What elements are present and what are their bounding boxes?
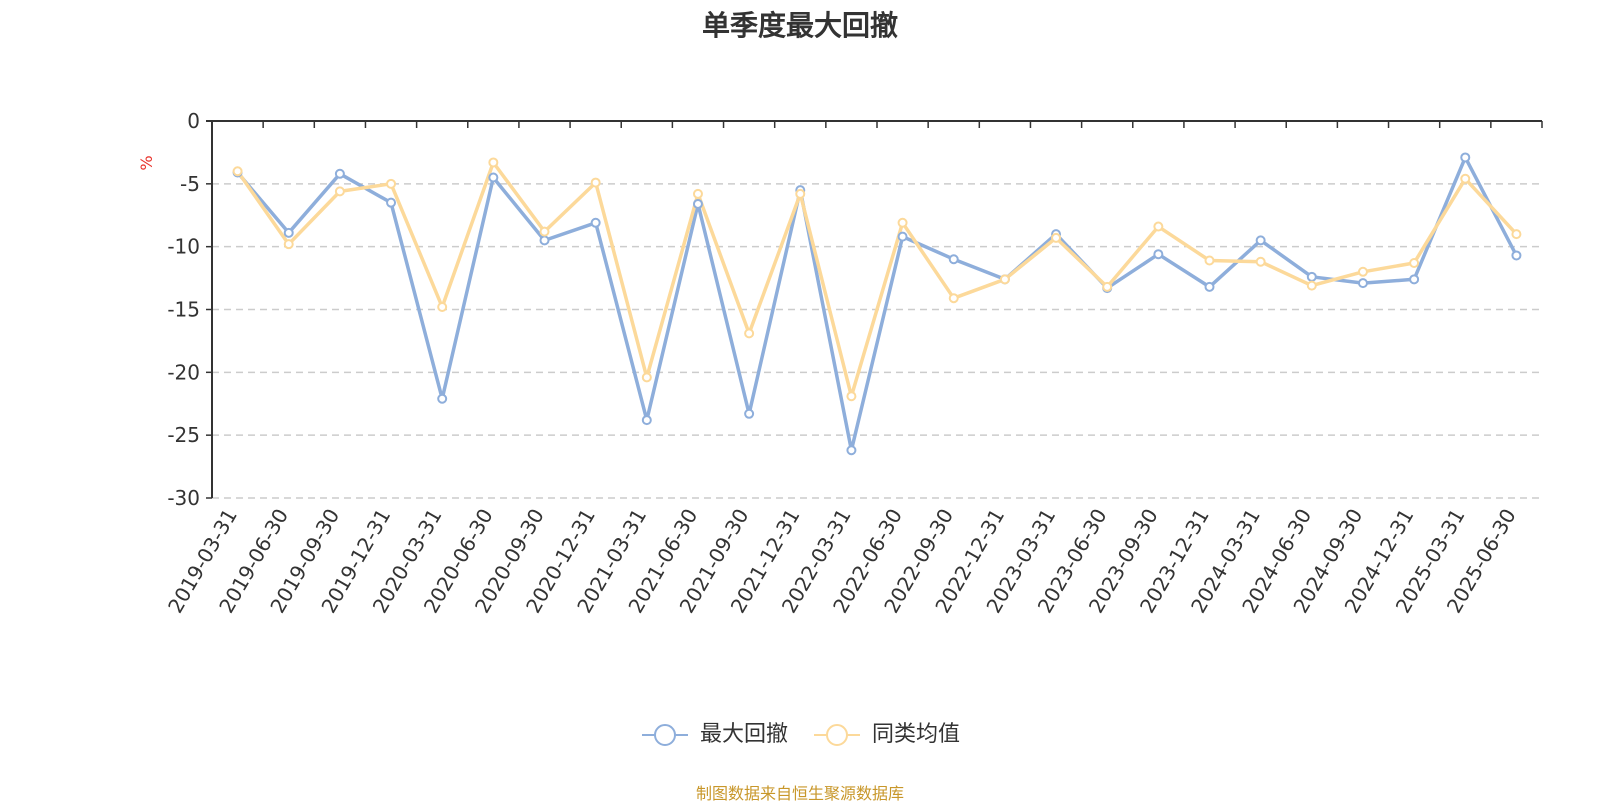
data-point[interactable] (744, 328, 755, 339)
data-point[interactable] (795, 188, 806, 199)
chart-title: 单季度最大回撤 (701, 9, 898, 42)
data-point[interactable] (590, 217, 601, 228)
data-point[interactable] (1255, 256, 1266, 267)
data-point[interactable] (1511, 250, 1522, 261)
data-point[interactable] (897, 217, 908, 228)
data-point[interactable] (1153, 249, 1164, 260)
data-point[interactable] (386, 178, 397, 189)
legend-label: 最大回撤 (699, 722, 788, 747)
data-point[interactable] (1255, 235, 1266, 246)
y-tick-label: -30 (167, 486, 200, 510)
data-point[interactable] (1204, 255, 1215, 266)
data-point[interactable] (641, 372, 652, 383)
y-tick-label: -20 (167, 360, 200, 384)
data-point[interactable] (1511, 229, 1522, 240)
data-point[interactable] (1051, 232, 1062, 243)
data-point[interactable] (539, 226, 550, 237)
legend-label: 同类均值 (872, 722, 961, 747)
data-point[interactable] (437, 393, 448, 404)
data-point[interactable] (1409, 274, 1420, 285)
data-point[interactable] (1306, 271, 1317, 282)
data-point[interactable] (1153, 221, 1164, 232)
data-point[interactable] (692, 188, 703, 199)
legend: 最大回撤 同类均值 (0, 722, 1600, 748)
y-tick-label: 0 (187, 109, 200, 133)
data-point[interactable] (999, 274, 1010, 285)
data-point[interactable] (1409, 258, 1420, 269)
data-point[interactable] (488, 157, 499, 168)
data-point[interactable] (948, 293, 959, 304)
data-point[interactable] (1102, 281, 1113, 292)
data-point[interactable] (1460, 173, 1471, 184)
legend-marker-icon (814, 724, 860, 746)
data-point[interactable] (334, 186, 345, 197)
data-point[interactable] (232, 166, 243, 177)
data-point[interactable] (846, 445, 857, 456)
data-point[interactable] (488, 172, 499, 183)
data-point[interactable] (334, 168, 345, 179)
data-point[interactable] (948, 254, 959, 265)
data-point[interactable] (437, 301, 448, 312)
data-point[interactable] (590, 177, 601, 188)
series-line-2 (236, 160, 1518, 398)
data-point[interactable] (539, 235, 550, 246)
y-axis-unit-label: % (137, 155, 156, 170)
data-point[interactable] (744, 408, 755, 419)
data-point[interactable] (1357, 278, 1368, 289)
data-point[interactable] (283, 227, 294, 238)
line-chart: % 0-5-10-15-20-25-302019-03-312019-06-30… (137, 109, 1543, 617)
y-tick-label: -10 (167, 235, 200, 259)
series-line-1 (236, 155, 1518, 452)
legend-item-2[interactable]: 同类均值 (812, 722, 960, 748)
data-point[interactable] (1357, 266, 1368, 277)
data-point[interactable] (846, 391, 857, 402)
data-point[interactable] (1204, 281, 1215, 292)
data-point[interactable] (283, 239, 294, 250)
data-point[interactable] (386, 197, 397, 208)
y-tick-label: -5 (180, 172, 200, 196)
legend-item-1[interactable]: 最大回撤 (640, 722, 788, 748)
legend-marker-icon (641, 724, 688, 746)
data-source-note: 制图数据来自恒生聚源数据库 (695, 784, 904, 803)
data-point[interactable] (641, 415, 652, 426)
data-point[interactable] (1306, 280, 1317, 291)
y-tick-label: -25 (167, 423, 200, 447)
y-tick-label: -15 (167, 298, 200, 322)
data-point[interactable] (1460, 152, 1471, 163)
data-point[interactable] (897, 231, 908, 242)
data-point[interactable] (692, 198, 703, 209)
